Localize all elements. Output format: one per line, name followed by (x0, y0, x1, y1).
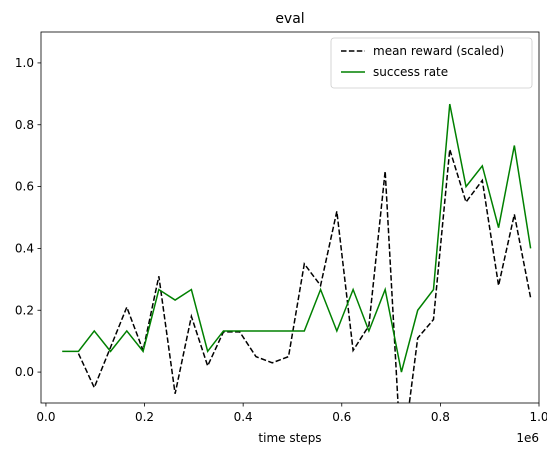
x-axis-label: time steps (258, 431, 321, 445)
chart-title: eval (275, 11, 304, 27)
x-tick-label: 1.0 (529, 410, 547, 424)
x-tick-label: 0.6 (332, 410, 351, 424)
legend-label: success rate (373, 65, 448, 79)
x-tick-label: 0.8 (431, 410, 450, 424)
y-tick-label: 1.0 (15, 56, 34, 70)
series-line (62, 103, 532, 373)
x-tick-label: 0.4 (234, 410, 253, 424)
plot-area (62, 103, 532, 403)
series-line (77, 149, 532, 403)
x-tick-label: 0.0 (36, 410, 55, 424)
y-tick-label: 0.4 (15, 241, 34, 255)
y-tick-label: 0.8 (15, 118, 34, 132)
x-offset: 1e6 (516, 431, 539, 445)
x-tick-label: 0.2 (135, 410, 154, 424)
legend-box (330, 37, 533, 89)
legend-label: mean reward (scaled) (373, 44, 504, 58)
y-tick-label: 0.6 (15, 180, 34, 194)
y-tick-label: 0.2 (15, 303, 34, 317)
y-tick-label: 0.0 (15, 365, 34, 379)
axes-frame (40, 31, 540, 404)
